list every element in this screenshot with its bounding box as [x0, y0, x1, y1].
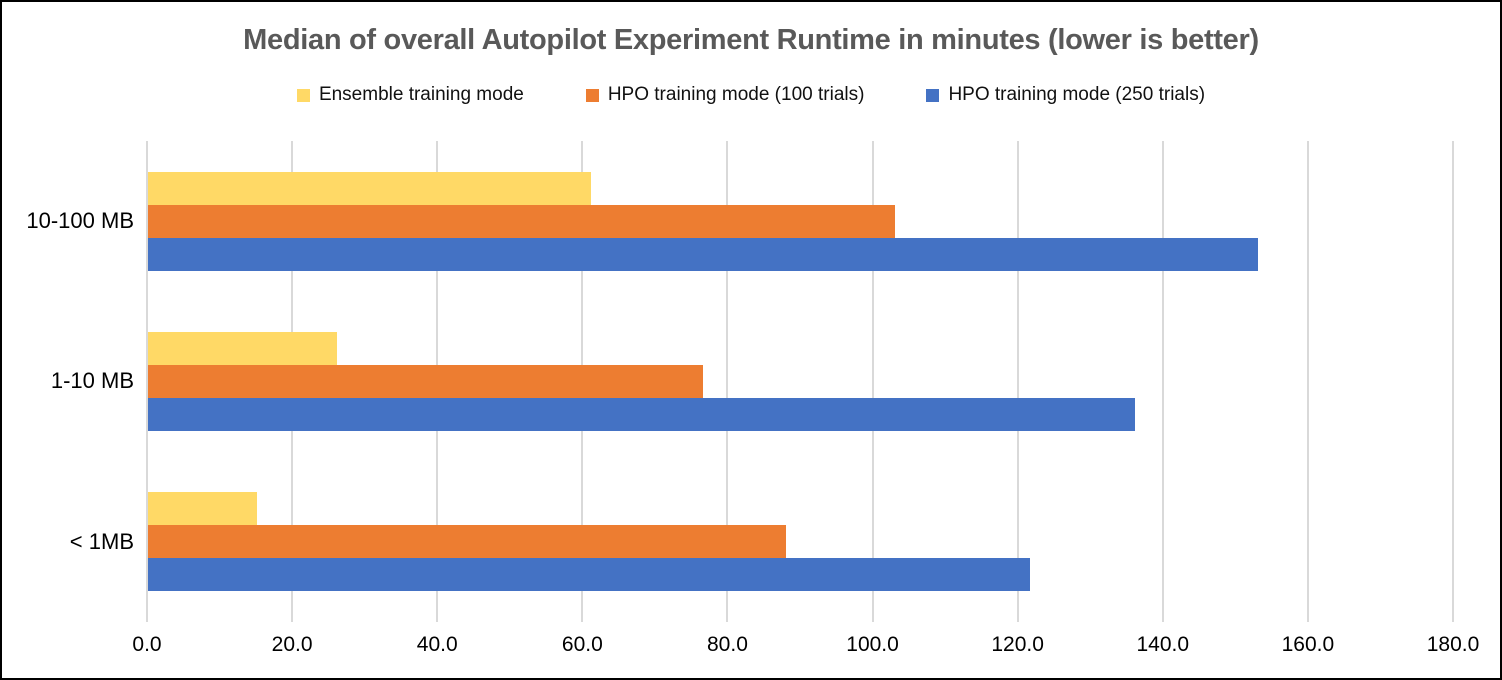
- y-category-label-1mb: < 1MB: [69, 528, 134, 554]
- x-tick-label: 160.0: [1281, 633, 1335, 656]
- gridline-180.0: [1452, 141, 1454, 622]
- legend-label-ensemble: Ensemble training mode: [318, 84, 524, 105]
- bar-hpo-training-mode-100-trials-1-10-mb: [148, 365, 704, 398]
- legend-item-hpo-100: HPO training mode (100 trials): [585, 84, 865, 106]
- x-tick-label: 120.0: [991, 633, 1044, 656]
- legend-item-ensemble: Ensemble training mode: [296, 84, 524, 106]
- x-axis-tick-labels: 0.0 20.0 40.0 60.0 80.0 100.0 120.0 140.0 160.0 1…: [132, 633, 1479, 661]
- bar-ensemble-training-mode-10-100-mb: [148, 171, 591, 205]
- legend-label-hpo-250: HPO training mode (250 trials): [948, 84, 1206, 105]
- x-tick-label: 40.0: [416, 633, 458, 656]
- legend-swatch-ensemble-icon: [296, 88, 310, 102]
- x-tick-label: 180.0: [1426, 633, 1480, 656]
- legend-swatch-hpo-250-icon: [926, 88, 940, 102]
- bar-hpo-training-mode-100-trials-1mb: [148, 525, 787, 559]
- x-tick-label: 0.0: [132, 633, 162, 656]
- gridline-0.0: [146, 141, 148, 622]
- y-category-label-1-10-mb: 1-10 MB: [50, 368, 134, 394]
- x-tick-label: 20.0: [271, 633, 313, 656]
- gridline-120.0: [1016, 141, 1019, 622]
- gridline-80.0: [726, 141, 729, 622]
- bar-ensemble-training-mode-1-10-mb: [148, 332, 337, 365]
- gridline-140.0: [1161, 141, 1164, 622]
- bar-hpo-training-mode-250-trials-1mb: [148, 558, 1030, 592]
- bar-hpo-training-mode-100-trials-10-100-mb: [148, 204, 896, 238]
- legend-swatch-hpo-100-icon: [585, 88, 599, 102]
- gridline-100.0: [871, 141, 874, 622]
- gridline-160.0: [1306, 141, 1309, 622]
- x-tick-label: 100.0: [846, 633, 899, 656]
- bar-ensemble-training-mode-1mb: [148, 492, 257, 526]
- x-tick-label: 80.0: [707, 633, 748, 656]
- x-tick-label: 140.0: [1136, 633, 1190, 656]
- y-axis-category-labels: 10-100 MB 1-10 MB < 1MB: [2, 141, 134, 622]
- y-category-label-10-100-mb: 10-100 MB: [26, 208, 134, 234]
- chart-title: Median of overall Autopilot Experiment R…: [243, 24, 1259, 56]
- legend: Ensemble training mode HPO training mode…: [2, 84, 1500, 106]
- legend-label-hpo-100: HPO training mode (100 trials): [607, 84, 865, 105]
- legend-item-hpo-250: HPO training mode (250 trials): [926, 84, 1205, 106]
- plot-area: [146, 141, 1454, 622]
- bar-hpo-training-mode-250-trials-1-10-mb: [148, 398, 1135, 431]
- bar-hpo-training-mode-250-trials-10-100-mb: [148, 237, 1259, 271]
- x-tick-label: 60.0: [561, 633, 603, 656]
